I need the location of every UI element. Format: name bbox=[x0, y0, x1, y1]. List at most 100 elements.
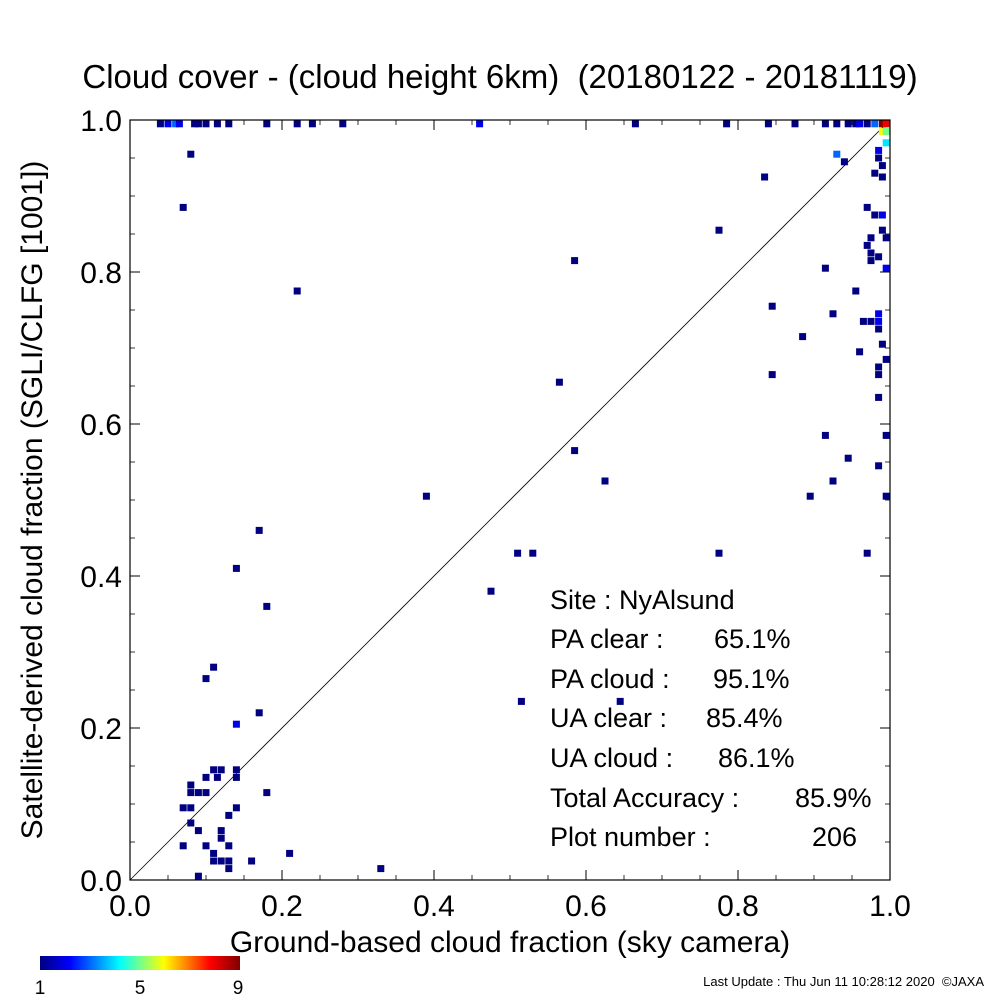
data-cell bbox=[172, 120, 180, 128]
data-cell bbox=[882, 234, 890, 242]
y-tick-label: 0.2 bbox=[80, 713, 122, 746]
data-cell bbox=[487, 587, 495, 595]
data-cell bbox=[202, 675, 210, 683]
data-cell bbox=[871, 169, 879, 177]
data-cell bbox=[191, 120, 199, 128]
data-cell bbox=[194, 789, 202, 797]
data-cell bbox=[308, 120, 316, 128]
data-cell bbox=[867, 257, 875, 265]
stat-pa-cloud-value: 95.1% bbox=[713, 664, 790, 694]
stats-box: Site : NyAlsund PA clear : 65.1% PA clou… bbox=[550, 585, 872, 852]
data-cell bbox=[339, 120, 347, 128]
data-cell bbox=[806, 492, 814, 500]
data-cell bbox=[514, 549, 522, 557]
stat-ua-cloud-label: UA cloud : bbox=[550, 743, 673, 773]
data-cell bbox=[194, 120, 202, 128]
data-cell bbox=[179, 203, 187, 211]
y-axis-label: Satellite-derived cloud fraction (SGLI/C… bbox=[16, 161, 49, 840]
data-cell bbox=[263, 120, 271, 128]
x-tick-label: 0.4 bbox=[413, 890, 455, 923]
data-cell bbox=[194, 872, 202, 880]
data-cell bbox=[878, 162, 886, 170]
data-cell bbox=[555, 378, 563, 386]
colorbar: 1 5 9 bbox=[35, 956, 244, 999]
data-cell bbox=[293, 120, 301, 128]
data-cell bbox=[875, 371, 883, 379]
y-tick-label: 0.0 bbox=[80, 865, 122, 898]
data-cell bbox=[187, 781, 195, 789]
data-cell bbox=[232, 720, 240, 728]
data-cell bbox=[829, 310, 837, 318]
data-cell bbox=[225, 842, 233, 850]
data-cell bbox=[768, 302, 776, 310]
data-cell bbox=[263, 602, 271, 610]
x-tick-label: 0.2 bbox=[261, 890, 303, 923]
data-cell bbox=[210, 849, 218, 857]
data-cell bbox=[225, 865, 233, 873]
data-cell bbox=[821, 431, 829, 439]
one-to-one-line bbox=[129, 119, 891, 881]
data-cell bbox=[863, 549, 871, 557]
data-cell bbox=[213, 120, 221, 128]
data-cell bbox=[882, 492, 890, 500]
data-cell bbox=[217, 857, 225, 865]
data-cell bbox=[875, 317, 883, 325]
data-cell bbox=[844, 454, 852, 462]
data-cell bbox=[863, 120, 871, 128]
stat-pa-clear-label: PA clear : bbox=[550, 624, 664, 654]
data-cell bbox=[631, 120, 639, 128]
data-cell bbox=[723, 120, 731, 128]
data-cell bbox=[875, 462, 883, 470]
data-cell bbox=[217, 834, 225, 842]
data-cells bbox=[156, 120, 890, 880]
x-tick-label: 1.0 bbox=[869, 890, 911, 923]
data-cell bbox=[882, 120, 890, 128]
data-cell bbox=[867, 234, 875, 242]
data-cell bbox=[871, 120, 879, 128]
data-cell bbox=[601, 477, 609, 485]
data-cell bbox=[859, 317, 867, 325]
x-tick-label: 0.6 bbox=[565, 890, 607, 923]
data-cell bbox=[202, 789, 210, 797]
data-cell bbox=[187, 804, 195, 812]
data-cell bbox=[179, 842, 187, 850]
data-cell bbox=[476, 120, 484, 128]
data-cell bbox=[187, 819, 195, 827]
data-cell bbox=[156, 120, 164, 128]
data-cell bbox=[856, 120, 864, 128]
data-cell bbox=[225, 811, 233, 819]
data-cell bbox=[833, 120, 841, 128]
data-cell bbox=[882, 355, 890, 363]
data-cell bbox=[875, 253, 883, 261]
data-cell bbox=[263, 789, 271, 797]
data-cell bbox=[571, 257, 579, 265]
stat-plot-number-value: 206 bbox=[812, 822, 857, 852]
data-cell bbox=[179, 804, 187, 812]
data-cell bbox=[875, 393, 883, 401]
data-cell bbox=[293, 287, 301, 295]
data-cell bbox=[821, 120, 829, 128]
data-cell bbox=[844, 120, 852, 128]
data-cell bbox=[225, 857, 233, 865]
data-cell bbox=[232, 564, 240, 572]
data-cell bbox=[225, 120, 233, 128]
data-cell bbox=[764, 120, 772, 128]
data-cell bbox=[768, 371, 776, 379]
data-cell bbox=[871, 211, 879, 219]
stat-total-accuracy-label: Total Accuracy : bbox=[550, 783, 739, 813]
data-cell bbox=[715, 549, 723, 557]
data-cell bbox=[377, 865, 385, 873]
data-cell bbox=[852, 120, 860, 128]
data-cell bbox=[878, 226, 886, 234]
data-cell bbox=[202, 842, 210, 850]
stat-plot-number-label: Plot number : bbox=[550, 822, 711, 852]
data-cell bbox=[571, 447, 579, 455]
data-cell bbox=[875, 146, 883, 154]
data-cell bbox=[529, 549, 537, 557]
data-cell bbox=[875, 310, 883, 318]
data-cell bbox=[863, 241, 871, 249]
data-cell bbox=[867, 249, 875, 257]
colorbar-tick-9: 9 bbox=[233, 978, 244, 999]
data-cell bbox=[213, 773, 221, 781]
